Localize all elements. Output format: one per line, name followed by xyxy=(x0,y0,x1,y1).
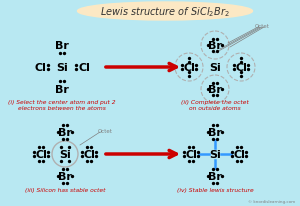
Text: Cl: Cl xyxy=(233,149,245,159)
Text: Br: Br xyxy=(208,85,222,95)
Text: Br: Br xyxy=(208,41,222,51)
Text: Br: Br xyxy=(58,127,72,137)
Text: Octet: Octet xyxy=(255,23,269,28)
Text: Si: Si xyxy=(59,149,71,159)
Text: Cl: Cl xyxy=(35,149,47,159)
Text: Si: Si xyxy=(56,63,68,73)
Text: (iii) Silicon has stable octet: (iii) Silicon has stable octet xyxy=(25,187,105,192)
Text: Cl: Cl xyxy=(185,149,197,159)
Ellipse shape xyxy=(77,3,253,21)
Text: Si: Si xyxy=(209,63,221,73)
Text: Br: Br xyxy=(208,127,222,137)
Text: Cl: Cl xyxy=(34,63,46,73)
Text: Br: Br xyxy=(55,41,69,51)
Text: Cl: Cl xyxy=(235,63,247,73)
Text: Cl: Cl xyxy=(83,149,95,159)
Text: © knordislearning.com: © knordislearning.com xyxy=(248,199,295,203)
Text: $\mathit{Lewis\ structure\ of\ SiCl_2Br_2}$: $\mathit{Lewis\ structure\ of\ SiCl_2Br_… xyxy=(100,6,230,19)
Text: (ii) Complete the octet
on outside atoms: (ii) Complete the octet on outside atoms xyxy=(181,99,249,110)
Text: Br: Br xyxy=(58,171,72,181)
Text: (i) Select the center atom and put 2
electrons between the atoms: (i) Select the center atom and put 2 ele… xyxy=(8,99,116,110)
Text: Octet: Octet xyxy=(98,129,112,134)
Text: (iv) Stable lewis structure: (iv) Stable lewis structure xyxy=(177,187,254,192)
Text: Si: Si xyxy=(209,149,221,159)
Text: Br: Br xyxy=(55,85,69,95)
Text: Cl: Cl xyxy=(78,63,90,73)
Text: Cl: Cl xyxy=(183,63,195,73)
Text: Br: Br xyxy=(208,171,222,181)
